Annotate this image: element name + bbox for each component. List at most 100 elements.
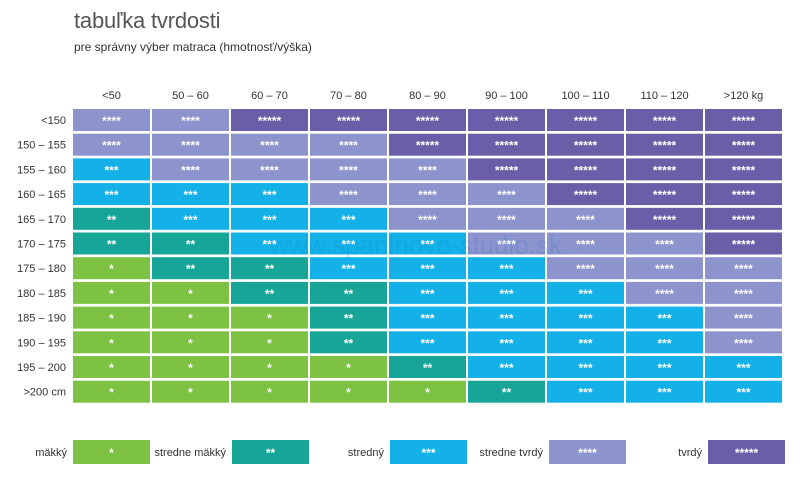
chart-subtitle: pre správny výber matraca (hmotnosť/výšk… bbox=[74, 40, 312, 54]
cell-stars: *** bbox=[183, 213, 197, 227]
heatmap-cell bbox=[705, 183, 782, 206]
cell-stars: *** bbox=[262, 238, 276, 252]
heatmap-cell bbox=[152, 380, 229, 403]
legend-label: stredný bbox=[348, 447, 385, 459]
row-header: 155 – 160 bbox=[17, 164, 66, 176]
cell-stars: ** bbox=[344, 336, 354, 350]
heatmap-cell bbox=[231, 306, 308, 329]
heatmap-cell bbox=[547, 356, 624, 378]
cell-stars: * bbox=[188, 336, 193, 350]
cell-stars: * bbox=[188, 361, 193, 375]
cell-stars: *** bbox=[499, 262, 513, 276]
heatmap-cell bbox=[468, 380, 545, 403]
heatmap-cell bbox=[152, 133, 229, 156]
cell-stars: * bbox=[188, 287, 193, 301]
cell-stars: ***** bbox=[495, 114, 519, 128]
row-header: 190 – 195 bbox=[17, 337, 66, 349]
heatmap-cell bbox=[152, 232, 229, 255]
cell-stars: **** bbox=[497, 188, 516, 202]
column-header: 100 – 110 bbox=[561, 90, 609, 102]
cell-stars: ***** bbox=[416, 139, 440, 153]
cell-stars: *** bbox=[578, 336, 592, 350]
column-header: 80 – 90 bbox=[409, 90, 446, 102]
cell-stars: *** bbox=[499, 361, 513, 375]
cell-stars: ***** bbox=[258, 114, 282, 128]
heatmap-cell bbox=[547, 109, 624, 131]
heatmap-cell bbox=[310, 183, 387, 206]
cell-stars: ** bbox=[344, 287, 354, 301]
heatmap-cell bbox=[705, 306, 782, 329]
cell-stars: **** bbox=[655, 238, 674, 252]
cell-stars: *** bbox=[341, 213, 355, 227]
heatmap-cell bbox=[468, 207, 545, 230]
heatmap-cell bbox=[547, 331, 624, 354]
cell-stars: *** bbox=[183, 188, 197, 202]
cell-stars: *** bbox=[262, 213, 276, 227]
heatmap-cell bbox=[73, 158, 150, 181]
row-header: 175 – 180 bbox=[17, 263, 66, 275]
heatmap-cell bbox=[73, 356, 150, 378]
cell-stars: ** bbox=[265, 262, 275, 276]
row-header: 165 – 170 bbox=[17, 214, 66, 226]
cell-stars: *** bbox=[499, 312, 513, 326]
heatmap-cell bbox=[705, 281, 782, 304]
chart-title: tabuľka tvrdosti bbox=[74, 8, 221, 33]
heatmap-cell bbox=[389, 183, 466, 206]
cell-stars: **** bbox=[339, 163, 358, 177]
heatmap-cell bbox=[468, 257, 545, 280]
heatmap-cell bbox=[705, 133, 782, 156]
legend-label: tvrdý bbox=[678, 447, 702, 459]
heatmap-cell bbox=[231, 232, 308, 255]
cell-stars: ***** bbox=[732, 163, 756, 177]
cell-stars: *** bbox=[420, 287, 434, 301]
cell-stars: **** bbox=[181, 163, 200, 177]
cell-stars: **** bbox=[181, 114, 200, 128]
heatmap-cell bbox=[152, 158, 229, 181]
heatmap-cell bbox=[547, 257, 624, 280]
heatmap-cell bbox=[468, 356, 545, 378]
heatmap-cell bbox=[310, 257, 387, 280]
heatmap-cell bbox=[310, 306, 387, 329]
cell-stars: * bbox=[267, 336, 272, 350]
cell-stars: **** bbox=[734, 287, 753, 301]
cell-stars: ** bbox=[423, 361, 433, 375]
cell-stars: *** bbox=[499, 336, 513, 350]
heatmap-cell bbox=[231, 356, 308, 378]
row-header: >200 cm bbox=[24, 387, 67, 399]
heatmap-cell bbox=[626, 257, 703, 280]
row-header: 170 – 175 bbox=[17, 239, 66, 251]
cell-stars: **** bbox=[418, 188, 437, 202]
heatmap-cell bbox=[73, 257, 150, 280]
cell-stars: *** bbox=[104, 163, 118, 177]
heatmap-cell bbox=[468, 331, 545, 354]
cell-stars: **** bbox=[655, 262, 674, 276]
heatmap-cell bbox=[626, 281, 703, 304]
heatmap-cell bbox=[547, 158, 624, 181]
cell-stars: * bbox=[188, 386, 193, 400]
heatmap-cell bbox=[231, 257, 308, 280]
cell-stars: **** bbox=[576, 213, 595, 227]
cell-stars: *** bbox=[578, 386, 592, 400]
column-header: >120 kg bbox=[724, 90, 763, 102]
heatmap-cell bbox=[152, 183, 229, 206]
heatmap-cell bbox=[468, 133, 545, 156]
heatmap-cell bbox=[389, 207, 466, 230]
heatmap-cell bbox=[310, 281, 387, 304]
heatmap-cell bbox=[389, 133, 466, 156]
cell-stars: ***** bbox=[416, 114, 440, 128]
cell-stars: **** bbox=[734, 262, 753, 276]
cell-stars: *** bbox=[262, 188, 276, 202]
legend-label: stredne mäkký bbox=[154, 447, 226, 459]
heatmap-cell bbox=[626, 207, 703, 230]
cell-stars: ***** bbox=[495, 163, 519, 177]
heatmap-cell bbox=[152, 331, 229, 354]
heatmap-cell bbox=[152, 257, 229, 280]
heatmap-cell bbox=[231, 183, 308, 206]
cell-stars: *** bbox=[657, 336, 671, 350]
legend-label: mäkký bbox=[35, 447, 67, 459]
cell-stars: **** bbox=[418, 213, 437, 227]
heatmap-cell bbox=[152, 281, 229, 304]
heatmap-cell bbox=[468, 183, 545, 206]
heatmap-cell bbox=[705, 207, 782, 230]
row-header: 195 – 200 bbox=[17, 362, 66, 374]
